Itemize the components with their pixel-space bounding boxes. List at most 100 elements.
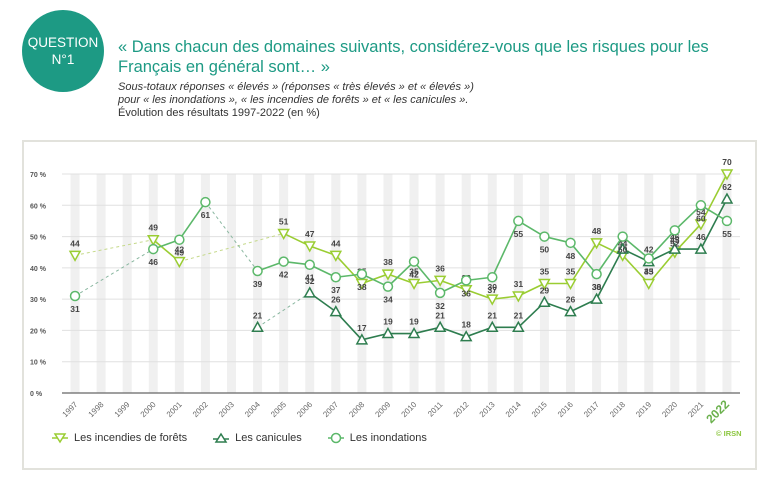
data-label-inondations: 50 bbox=[540, 245, 550, 255]
data-label-canicules: 18 bbox=[461, 320, 471, 330]
data-point-incendies bbox=[459, 285, 473, 297]
data-point-incendies bbox=[590, 238, 603, 250]
year-band bbox=[670, 174, 680, 393]
data-point-canicules bbox=[433, 320, 447, 333]
y-tick-label: 60 % bbox=[30, 203, 47, 210]
data-point-canicules bbox=[355, 333, 369, 345]
data-label-incendies: 36 bbox=[435, 263, 445, 273]
series-line-incendies bbox=[413, 279, 441, 285]
y-tick-label: 30 % bbox=[30, 297, 47, 304]
data-point-inondations bbox=[513, 215, 524, 227]
data-label-incendies: 48 bbox=[592, 226, 602, 236]
series-line-inondations bbox=[491, 220, 520, 278]
legend-item-inondations: Les inondations bbox=[327, 432, 427, 444]
data-label-inondations: 38 bbox=[357, 282, 367, 292]
circle-icon bbox=[327, 432, 344, 444]
data-label-inondations: 42 bbox=[409, 270, 419, 280]
data-point-canicules bbox=[616, 242, 629, 254]
year-band bbox=[696, 174, 706, 393]
data-label-canicules: 19 bbox=[409, 317, 419, 327]
data-label-inondations: 37 bbox=[331, 285, 341, 295]
series-line-canicules bbox=[700, 198, 728, 250]
year-band bbox=[174, 174, 184, 393]
data-label-incendies: 35 bbox=[644, 267, 654, 277]
data-point-canicules bbox=[485, 320, 499, 333]
data-point-canicules bbox=[407, 327, 421, 339]
x-tick-label: 2003 bbox=[217, 400, 236, 419]
data-point-incendies bbox=[642, 278, 656, 291]
series-line-incendies bbox=[74, 239, 154, 256]
x-tick-label: 1999 bbox=[113, 400, 132, 419]
year-band bbox=[513, 174, 523, 393]
data-point-inondations bbox=[200, 196, 211, 208]
series-line-inondations bbox=[648, 229, 676, 260]
year-band bbox=[253, 174, 263, 393]
year-band bbox=[200, 174, 210, 393]
data-label-canicules: 26 bbox=[566, 295, 576, 305]
data-label-inondations: 39 bbox=[253, 279, 263, 289]
data-point-inondations bbox=[278, 256, 289, 267]
series-line-canicules bbox=[361, 332, 389, 341]
data-point-canicules bbox=[694, 242, 708, 254]
data-point-incendies bbox=[68, 250, 82, 262]
x-tick-label: 2001 bbox=[165, 400, 184, 419]
data-label-incendies: 47 bbox=[305, 229, 315, 239]
series-line-inondations bbox=[387, 261, 415, 288]
data-point-incendies bbox=[146, 234, 160, 247]
x-tick-label: 2000 bbox=[139, 400, 158, 419]
legend: Les incendies de forêts Les canicules Le… bbox=[52, 432, 427, 444]
data-label-inondations: 52 bbox=[670, 238, 680, 248]
year-band bbox=[96, 174, 106, 393]
data-label-inondations: 55 bbox=[722, 229, 732, 239]
data-point-incendies bbox=[720, 169, 734, 181]
data-label-inondations: 37 bbox=[488, 285, 498, 295]
data-label-inondations: 61 bbox=[201, 210, 211, 220]
data-point-inondations bbox=[330, 271, 342, 283]
data-point-inondations bbox=[695, 200, 707, 211]
series-line-inondations bbox=[595, 236, 624, 275]
series-line-inondations bbox=[74, 248, 154, 297]
data-label-inondations: 60 bbox=[696, 213, 706, 223]
year-band bbox=[227, 174, 236, 393]
badge-line2: N°1 bbox=[51, 52, 75, 67]
series-line-incendies bbox=[700, 173, 728, 225]
x-tick-label: 2017 bbox=[582, 400, 601, 419]
data-point-inondations bbox=[643, 253, 654, 264]
data-point-incendies bbox=[512, 291, 525, 303]
y-tick-label: 20 % bbox=[30, 328, 47, 335]
data-label-canicules: 21 bbox=[488, 310, 498, 320]
series-line-inondations bbox=[178, 201, 207, 241]
data-label-inondations: 55 bbox=[514, 229, 524, 239]
data-point-canicules bbox=[538, 295, 551, 308]
data-label-inondations: 43 bbox=[644, 266, 654, 276]
data-label-canicules: 62 bbox=[722, 182, 732, 192]
data-point-inondations bbox=[174, 234, 185, 245]
legend-label-canicules: Les canicules bbox=[235, 432, 302, 444]
x-tick-label: 2009 bbox=[373, 400, 392, 419]
legend-item-incendies: Les incendies de forêts bbox=[52, 432, 187, 444]
x-tick-label: 2005 bbox=[269, 400, 288, 419]
x-tick-label: 2020 bbox=[660, 400, 679, 419]
data-label-canicules: 21 bbox=[253, 310, 263, 320]
year-band bbox=[592, 174, 602, 393]
data-point-incendies bbox=[277, 228, 290, 240]
data-point-incendies bbox=[329, 250, 343, 262]
x-tick-label: 2004 bbox=[243, 400, 262, 419]
series-line-inondations bbox=[622, 235, 650, 260]
data-point-canicules bbox=[590, 292, 603, 304]
data-point-inondations bbox=[69, 290, 81, 302]
series-line-inondations bbox=[674, 204, 702, 231]
year-band bbox=[148, 174, 158, 393]
legend-item-canicules: Les canicules bbox=[213, 432, 302, 444]
x-tick-label: 2019 bbox=[634, 400, 653, 419]
copyright: © IRSN bbox=[716, 429, 742, 438]
data-label-incendies: 35 bbox=[409, 267, 419, 277]
data-label-incendies: 42 bbox=[175, 245, 185, 255]
y-tick-label: 10 % bbox=[30, 360, 47, 367]
data-label-inondations: 42 bbox=[279, 270, 289, 280]
data-label-canicules: 30 bbox=[592, 282, 602, 292]
data-label-inondations: 50 bbox=[618, 245, 628, 255]
subtitle-line1: Sous-totaux réponses « élevés » (réponse… bbox=[118, 81, 474, 93]
data-point-inondations bbox=[565, 237, 576, 249]
